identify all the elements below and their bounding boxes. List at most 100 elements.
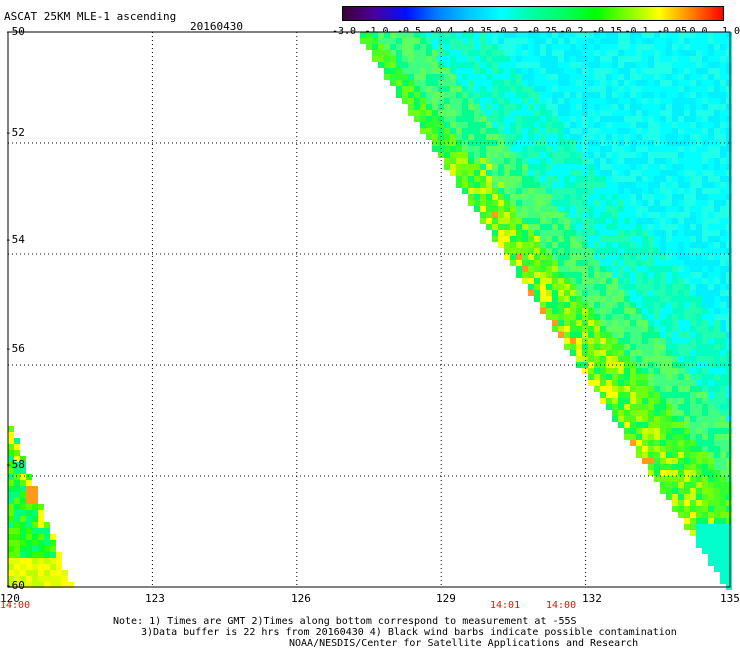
swath-cell bbox=[630, 50, 636, 56]
swath-cell bbox=[672, 290, 678, 296]
swath-cell bbox=[414, 110, 420, 116]
swath-cell bbox=[594, 152, 600, 158]
swath-cell bbox=[408, 62, 414, 68]
swath-cell bbox=[666, 272, 672, 278]
swath-cell bbox=[528, 56, 534, 62]
swath-cell bbox=[678, 242, 684, 248]
swath-cell bbox=[648, 38, 654, 44]
swath-cell bbox=[678, 200, 684, 206]
swath-cell bbox=[600, 38, 606, 44]
swath-cell bbox=[618, 392, 624, 398]
swath-cell bbox=[630, 122, 636, 128]
swath-cell bbox=[636, 440, 642, 446]
swath-cell bbox=[660, 74, 666, 80]
swath-cell bbox=[702, 302, 708, 308]
swath-cell bbox=[630, 272, 636, 278]
swath-cell bbox=[720, 326, 726, 332]
swath-cell bbox=[642, 170, 648, 176]
swath-cell bbox=[570, 266, 576, 272]
swath-cell bbox=[708, 104, 714, 110]
swath-cell bbox=[660, 284, 666, 290]
swath-cell bbox=[582, 284, 588, 290]
swath-cell bbox=[468, 56, 474, 62]
swath-cell bbox=[564, 74, 570, 80]
swath-cell bbox=[642, 254, 648, 260]
swath-cell bbox=[642, 410, 648, 416]
swath-cell bbox=[648, 260, 654, 266]
swath-cell bbox=[498, 236, 504, 242]
swath-cell bbox=[702, 230, 708, 236]
swath-cell bbox=[624, 338, 630, 344]
swath-cell bbox=[516, 128, 522, 134]
swath-cell bbox=[582, 200, 588, 206]
swath-cell bbox=[702, 86, 708, 92]
swath-cell bbox=[32, 570, 38, 576]
swath-cell bbox=[702, 380, 708, 386]
swath-cell bbox=[702, 458, 708, 464]
swath-cell bbox=[690, 242, 696, 248]
swath-cell bbox=[708, 146, 714, 152]
swath-cell bbox=[522, 260, 528, 266]
swath-cell bbox=[26, 486, 32, 492]
swath-cell bbox=[666, 332, 672, 338]
swath-cell bbox=[684, 212, 690, 218]
swath-cell bbox=[600, 302, 606, 308]
swath-cell bbox=[546, 146, 552, 152]
swath-cell bbox=[38, 570, 44, 576]
swath-cell bbox=[678, 410, 684, 416]
swath-cell bbox=[26, 480, 32, 486]
swath-cell bbox=[672, 374, 678, 380]
swath-cell bbox=[630, 110, 636, 116]
swath-cell bbox=[648, 80, 654, 86]
swath-cell bbox=[594, 32, 600, 38]
swath-cell bbox=[564, 176, 570, 182]
swath-cell bbox=[690, 284, 696, 290]
swath-cell bbox=[534, 32, 540, 38]
swath-cell bbox=[612, 92, 618, 98]
swath-cell bbox=[588, 236, 594, 242]
swath-cell bbox=[492, 236, 498, 242]
swath-cell bbox=[444, 110, 450, 116]
swath-cell bbox=[432, 110, 438, 116]
swath-cell bbox=[444, 32, 450, 38]
swath-cell bbox=[492, 92, 498, 98]
swath-cell bbox=[510, 116, 516, 122]
swath-cell bbox=[636, 452, 642, 458]
swath-cell bbox=[630, 68, 636, 74]
swath-cell bbox=[432, 128, 438, 134]
swath-cell bbox=[564, 272, 570, 278]
swath-cell bbox=[642, 440, 648, 446]
swath-cell bbox=[516, 86, 522, 92]
swath-cell bbox=[570, 176, 576, 182]
swath-cell bbox=[486, 62, 492, 68]
swath-cell bbox=[642, 104, 648, 110]
swath-cell bbox=[396, 32, 402, 38]
swath-cell bbox=[600, 242, 606, 248]
swath-cell bbox=[600, 224, 606, 230]
swath-cell bbox=[498, 128, 504, 134]
swath-cell bbox=[708, 236, 714, 242]
swath-cell bbox=[690, 344, 696, 350]
swath-cell bbox=[462, 158, 468, 164]
swath-cell bbox=[714, 392, 720, 398]
swath-cell bbox=[516, 32, 522, 38]
swath-cell bbox=[624, 170, 630, 176]
swath-cell bbox=[648, 278, 654, 284]
swath-cell bbox=[618, 212, 624, 218]
swath-cell bbox=[600, 272, 606, 278]
swath-cell bbox=[696, 368, 702, 374]
swath-cell bbox=[50, 570, 56, 576]
swath-cell bbox=[624, 194, 630, 200]
swath-cell bbox=[636, 278, 642, 284]
swath-cell bbox=[600, 86, 606, 92]
swath-cell bbox=[696, 332, 702, 338]
swath-cell bbox=[684, 524, 690, 530]
swath-cell bbox=[504, 218, 510, 224]
swath-cell bbox=[660, 68, 666, 74]
swath-cell bbox=[564, 170, 570, 176]
swath-cell bbox=[642, 446, 648, 452]
swath-cell bbox=[624, 434, 630, 440]
swath-cell bbox=[564, 140, 570, 146]
swath-cell bbox=[648, 416, 654, 422]
swath-cell bbox=[546, 86, 552, 92]
